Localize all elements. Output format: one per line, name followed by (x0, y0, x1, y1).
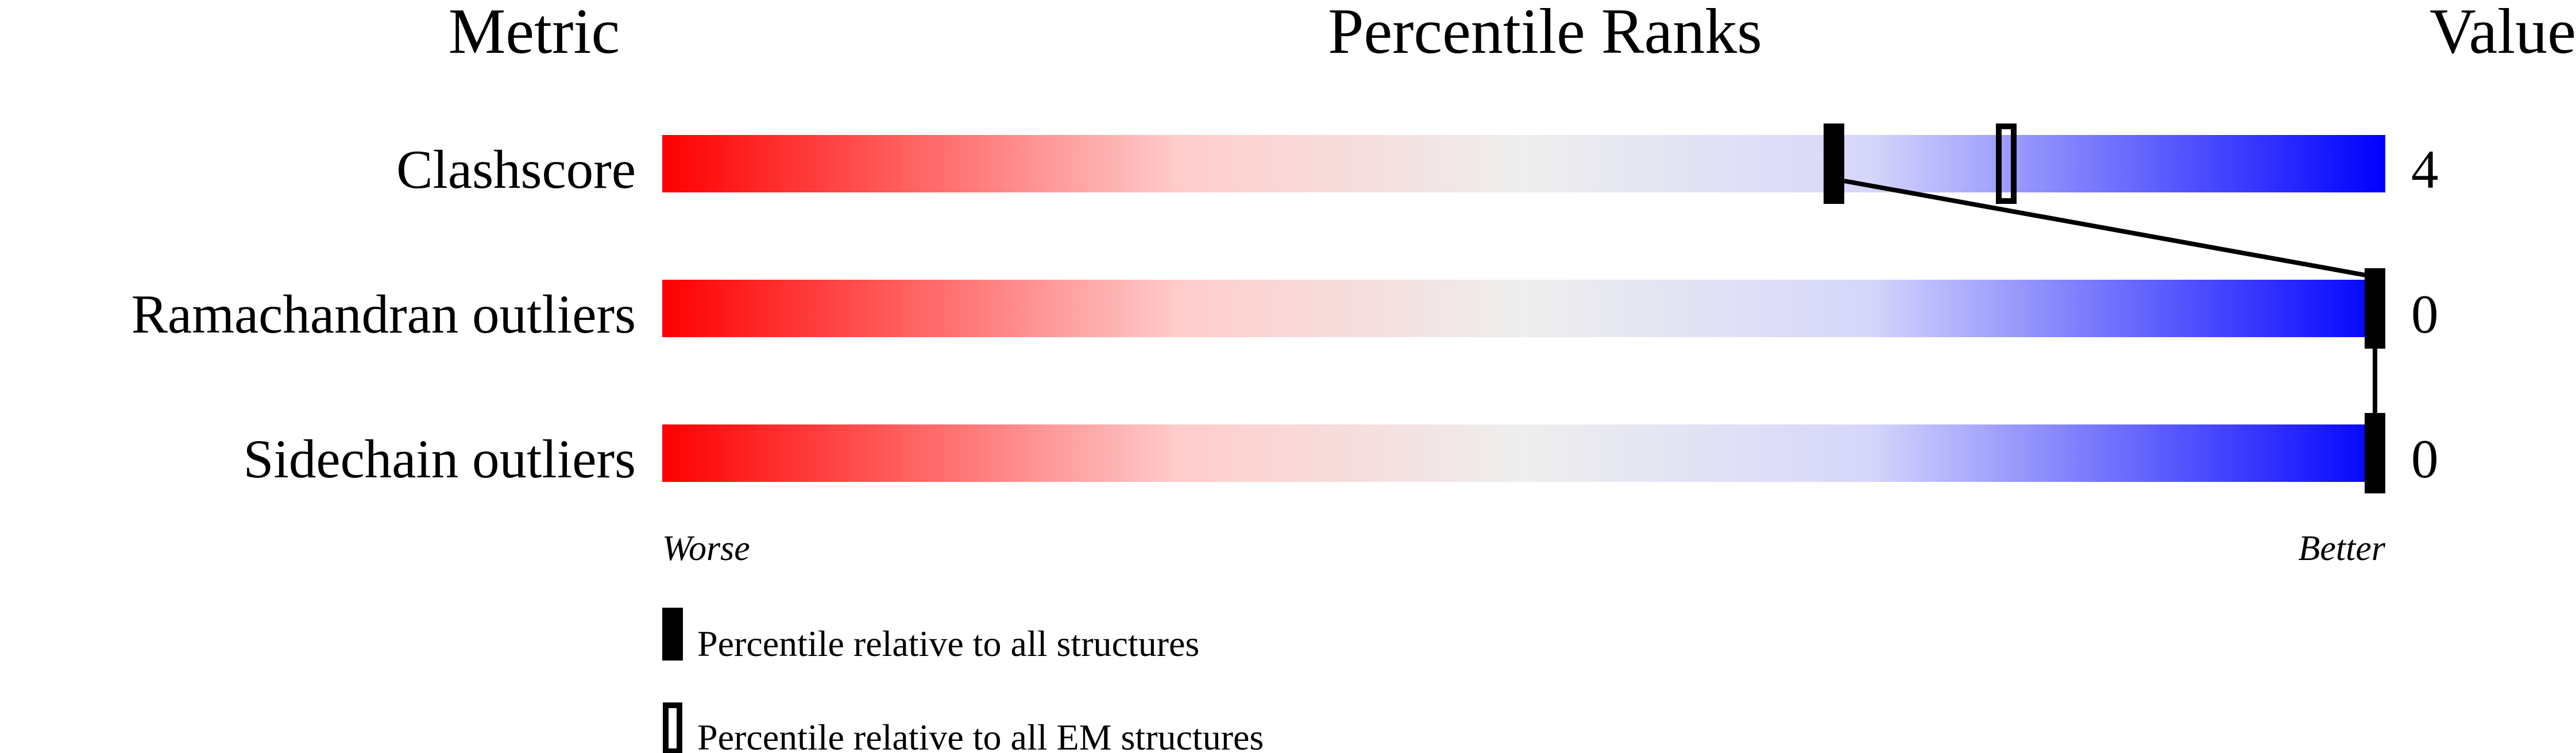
metric-label: Sidechain outliers (244, 428, 636, 489)
all-percentile-marker (1824, 123, 1844, 204)
legend-filled-marker (662, 608, 683, 661)
all-percentile-marker (2365, 413, 2385, 493)
metric-value: 4 (2411, 139, 2439, 200)
percentile-bar (662, 280, 2385, 337)
better-label: Better (2299, 529, 2386, 568)
legend: Percentile relative to all structures Pe… (662, 608, 1264, 753)
em-percentile-marker (1996, 123, 2017, 204)
metric-label: Clashscore (396, 139, 636, 200)
legend-label-em: Percentile relative to all EM structures (697, 717, 1264, 753)
header-value: Value (2430, 0, 2576, 67)
header-percentile-ranks: Percentile Ranks (1328, 0, 1762, 67)
connector-line (1844, 179, 2376, 279)
metric-value: 0 (2411, 284, 2439, 345)
metric-label: Ramachandran outliers (132, 284, 636, 345)
percentile-bar (662, 424, 2385, 482)
worse-label: Worse (662, 529, 750, 568)
all-percentile-marker (2365, 268, 2385, 349)
percentile-bar (662, 135, 2385, 192)
metric-value: 0 (2411, 428, 2439, 489)
legend-open-marker (663, 702, 682, 753)
legend-label-all: Percentile relative to all structures (697, 623, 1199, 664)
header-metric: Metric (449, 0, 620, 67)
